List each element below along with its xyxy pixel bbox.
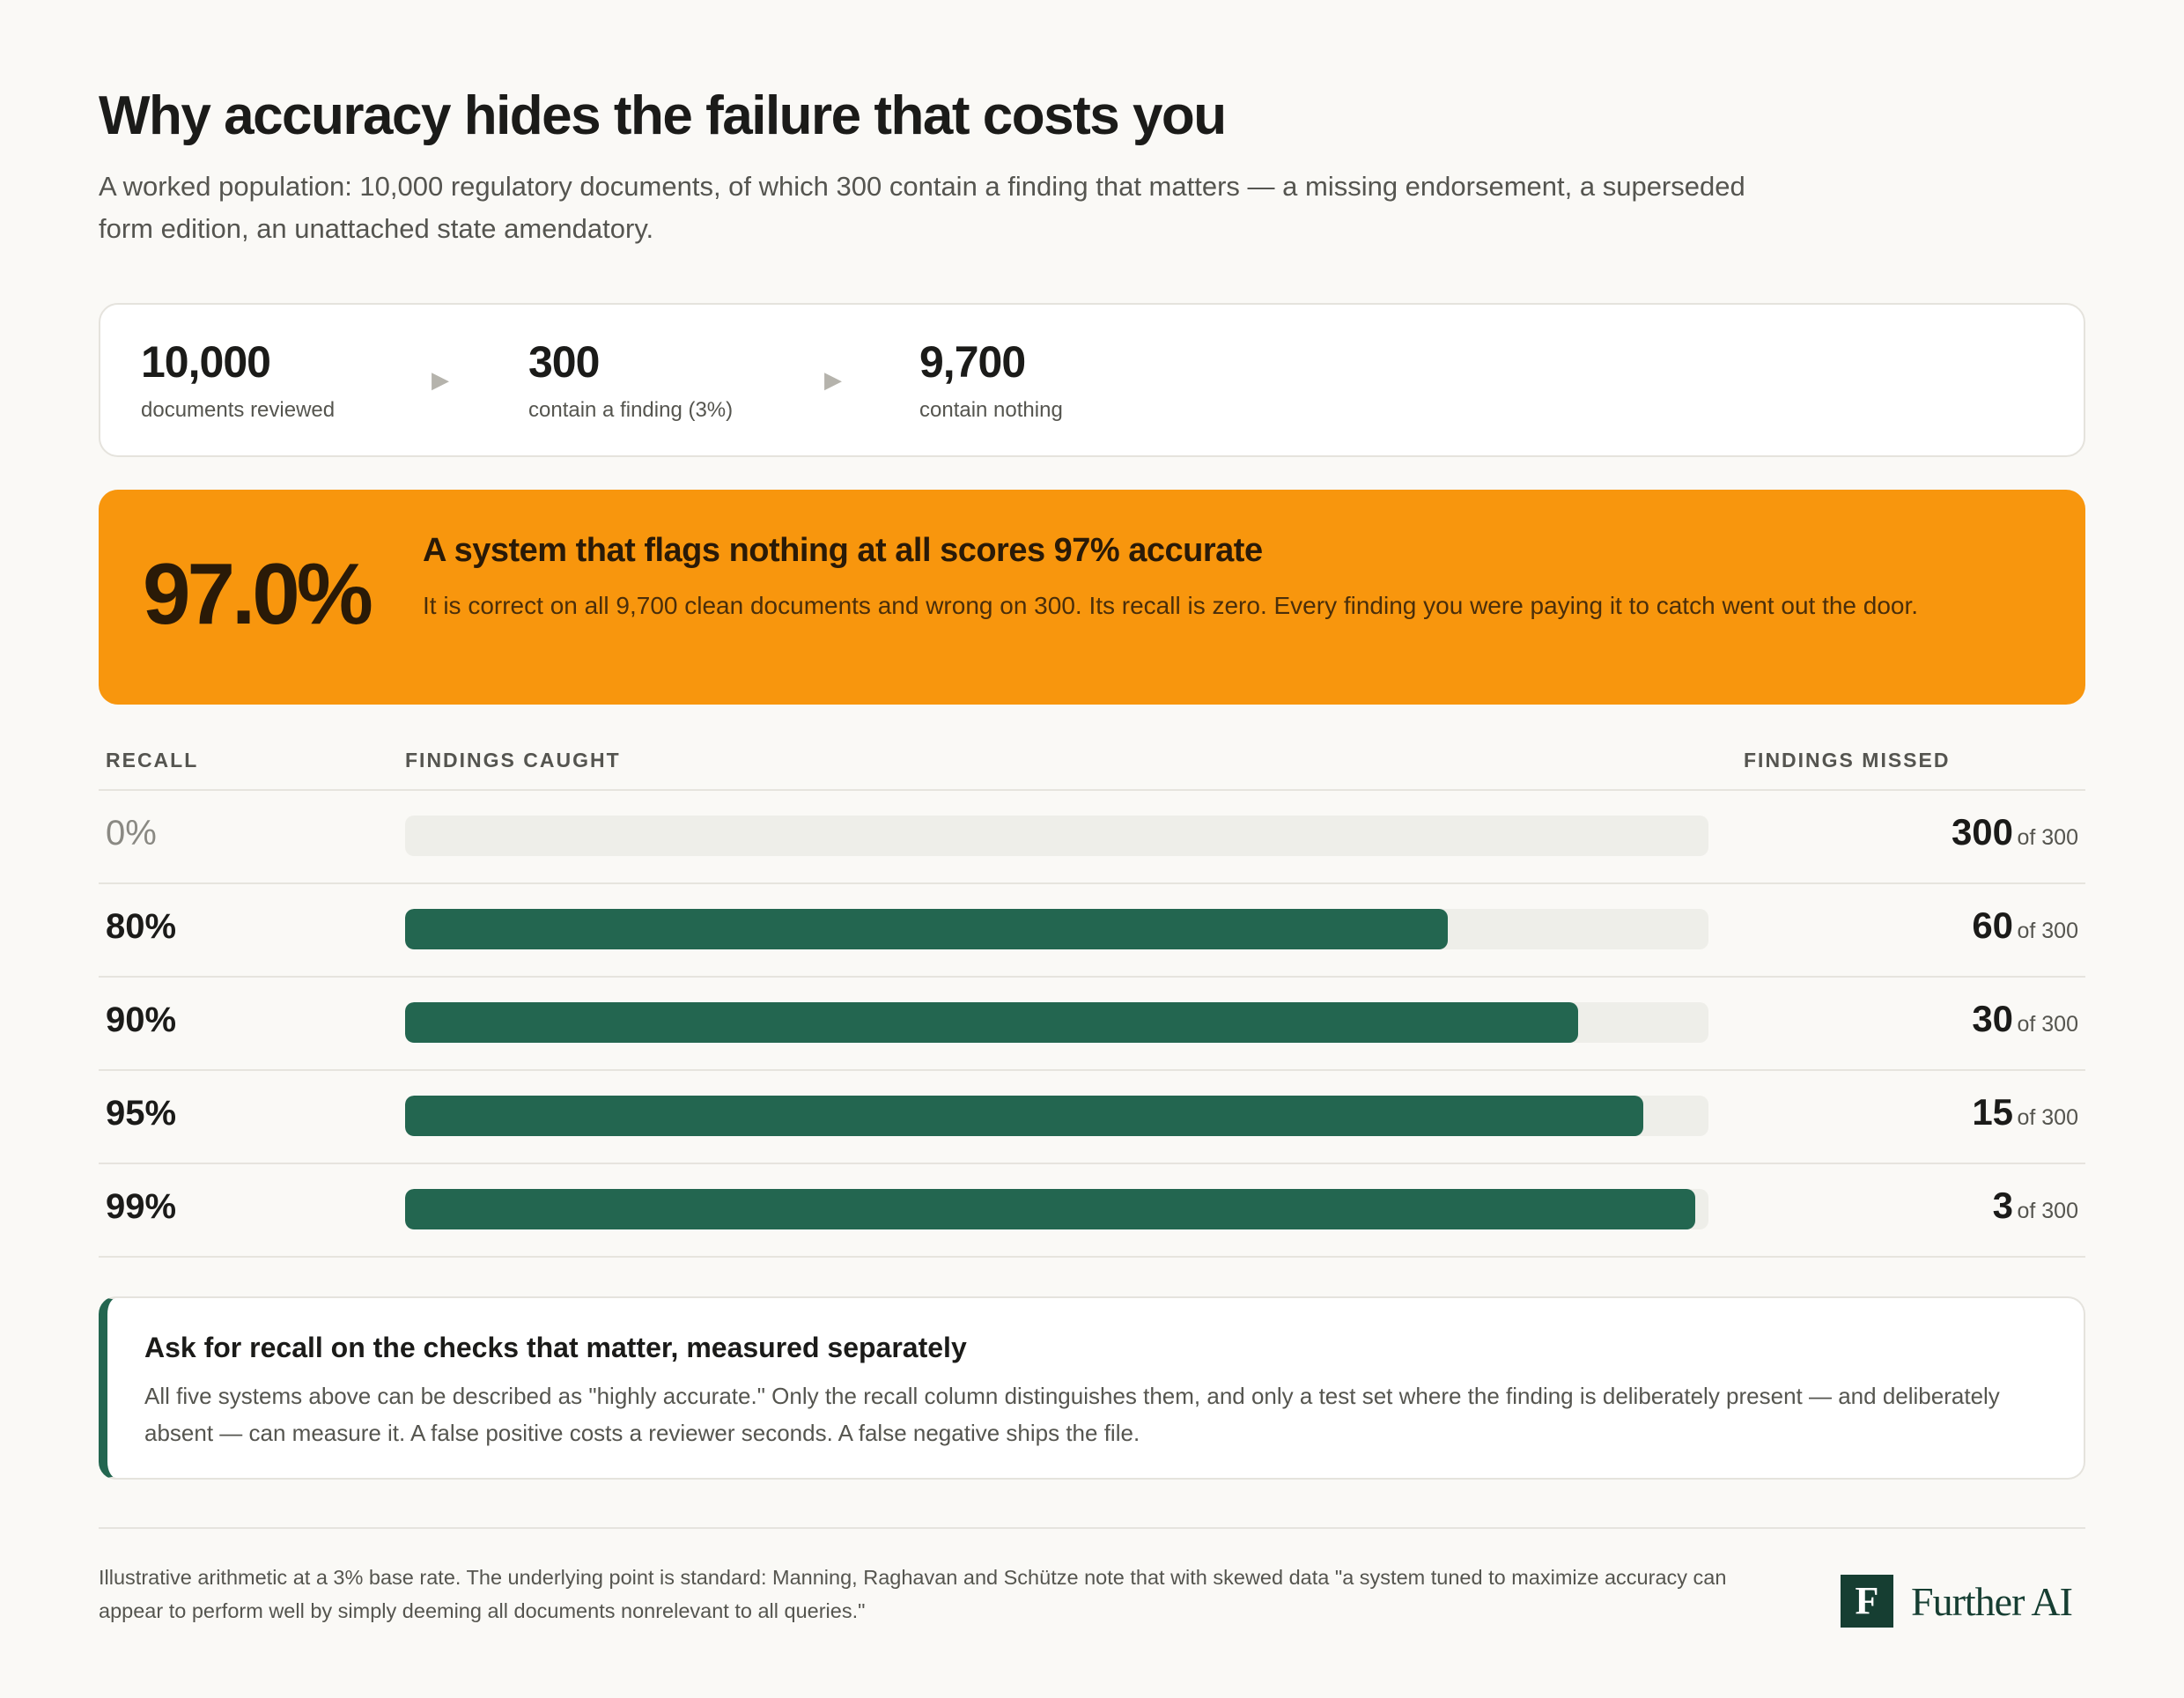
- page-subtitle: A worked population: 10,000 regulatory d…: [99, 171, 1745, 244]
- bar-track: [405, 816, 1708, 856]
- findings-missed: 60 of 300: [1972, 904, 2078, 947]
- stat-label: contain nothing: [919, 398, 1063, 422]
- bar-fill: [405, 1096, 1643, 1136]
- missed-count: 60: [1972, 904, 2014, 946]
- further-ai-logo: F Further AI: [1841, 1575, 2087, 1628]
- column-header-findings-missed: FINDINGS MISSED: [1744, 749, 1951, 771]
- findings-missed: 15 of 300: [1972, 1091, 2078, 1133]
- stat-label: contain a finding (3%): [528, 398, 734, 422]
- missed-total: of 300: [2017, 1012, 2078, 1037]
- bar-fill: [405, 1002, 1578, 1043]
- callout-text: All five systems above can be described …: [144, 1383, 2000, 1446]
- recall-label: 0%: [106, 814, 157, 853]
- logo-mark-icon: F: [1841, 1575, 1893, 1628]
- page-title: Why accuracy hides the failure that cost…: [99, 85, 1227, 146]
- bar-track: [405, 909, 1708, 949]
- findings-missed: 30 of 300: [1972, 998, 2078, 1040]
- recall-label: 95%: [106, 1094, 177, 1133]
- missed-total: of 300: [2017, 1199, 2078, 1223]
- stat-contain-finding: 300 contain a finding (3%): [528, 336, 733, 423]
- missed-count: 30: [1972, 998, 2014, 1039]
- row-divider: [99, 789, 2085, 791]
- column-header-findings-caught: FINDINGS CAUGHT: [405, 749, 621, 771]
- row-divider: [99, 1256, 2085, 1258]
- logo-wordmark: Further AI: [1911, 1579, 2073, 1624]
- accuracy-banner: 97.0% A system that flags nothing at all…: [99, 490, 2085, 705]
- bar-fill: [405, 909, 1448, 949]
- missed-total: of 300: [2017, 919, 2078, 943]
- missed-total: of 300: [2017, 1105, 2078, 1130]
- arrow-right-icon: ▶: [824, 366, 842, 393]
- findings-missed: 300 of 300: [1952, 811, 2078, 853]
- bar-track: [405, 1096, 1708, 1136]
- missed-count: 300: [1951, 811, 2014, 853]
- recall-label: 99%: [106, 1187, 177, 1226]
- missed-count: 3: [1992, 1185, 2014, 1226]
- recommendation-callout: Ask for recall on the checks that matter…: [99, 1296, 2085, 1480]
- row-divider: [99, 882, 2085, 884]
- column-header-recall: RECALL: [106, 749, 199, 771]
- stat-value: 10,000: [141, 337, 271, 387]
- footer-divider: [99, 1527, 2085, 1529]
- stat-contain-nothing: 9,700 contain nothing: [919, 336, 1063, 423]
- bar-fill: [405, 1189, 1696, 1229]
- banner-accuracy-value: 97.0%: [143, 545, 373, 642]
- findings-missed: 3 of 300: [1993, 1185, 2078, 1227]
- stat-value: 300: [528, 337, 600, 387]
- footnote: Illustrative arithmetic at a 3% base rat…: [99, 1566, 1727, 1622]
- missed-total: of 300: [2017, 825, 2078, 850]
- row-divider: [99, 1163, 2085, 1164]
- population-stats-card: 10,000 documents reviewed ▶ 300 contain …: [99, 303, 2085, 457]
- banner-text: It is correct on all 9,700 clean documen…: [423, 592, 1919, 619]
- bar-track: [405, 1002, 1708, 1043]
- stat-documents-reviewed: 10,000 documents reviewed: [141, 336, 335, 423]
- bar-track: [405, 1189, 1708, 1229]
- recall-label: 80%: [106, 907, 177, 946]
- row-divider: [99, 1069, 2085, 1071]
- stat-label: documents reviewed: [141, 398, 336, 422]
- stat-value: 9,700: [919, 337, 1026, 387]
- banner-headline: A system that flags nothing at all score…: [423, 532, 1263, 569]
- callout-headline: Ask for recall on the checks that matter…: [144, 1332, 967, 1363]
- row-divider: [99, 976, 2085, 978]
- missed-count: 15: [1972, 1091, 2014, 1133]
- arrow-right-icon: ▶: [432, 366, 449, 393]
- recall-label: 90%: [106, 1000, 177, 1039]
